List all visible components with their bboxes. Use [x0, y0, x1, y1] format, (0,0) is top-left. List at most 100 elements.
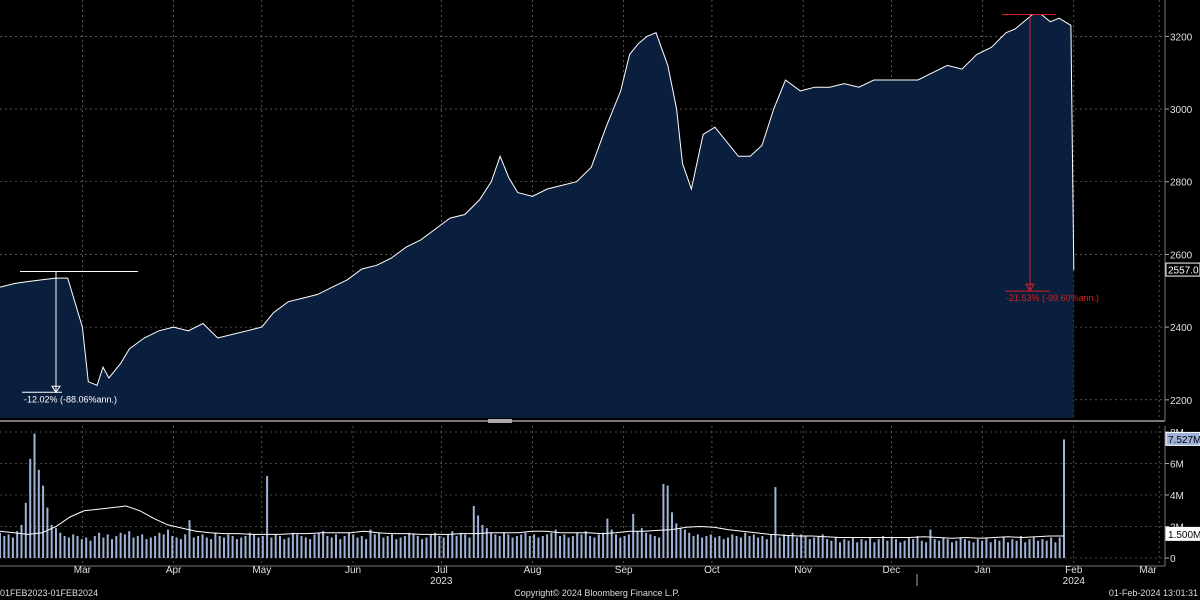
volume-bar	[795, 537, 798, 558]
price-y-axis: 2200 2400 2600 2800 3000 3200	[1164, 0, 1193, 421]
volume-bar	[356, 537, 359, 558]
volume-bar	[279, 536, 281, 558]
volume-bar	[783, 534, 785, 558]
volume-bar	[270, 537, 273, 558]
volume-bar	[744, 532, 747, 558]
volume-bar	[335, 534, 337, 558]
volume-bar	[55, 528, 57, 558]
volume-bar	[671, 512, 673, 558]
x-year-label: 2024	[1063, 576, 1086, 587]
volume-bar	[451, 531, 454, 558]
panel-divider-handle[interactable]	[488, 419, 512, 423]
volume-bar	[994, 539, 997, 558]
volume-bar	[563, 534, 566, 558]
volume-last-value-tag: 7.527M	[1165, 431, 1200, 446]
x-month-label: Apr	[166, 565, 182, 576]
volume-bar	[365, 539, 368, 558]
volume-bar	[610, 529, 613, 558]
drawdown-right-label: -21.53% (-99.60%ann.)	[1006, 293, 1099, 303]
volume-bar	[154, 536, 157, 558]
volume-bar	[907, 537, 910, 558]
volume-bar	[347, 532, 350, 558]
volume-bar	[653, 536, 656, 558]
volume-bar	[184, 534, 187, 558]
volume-bar	[520, 534, 523, 558]
volume-bar	[93, 536, 96, 558]
volume-bar	[533, 534, 536, 558]
volume-bar	[210, 539, 213, 558]
volume-bar	[80, 539, 83, 558]
volume-bar	[567, 537, 570, 558]
x-month-label: May	[252, 565, 271, 576]
volume-bar	[373, 534, 376, 558]
footer-copyright: Copyright© 2024 Bloomberg Finance L.P.	[514, 588, 680, 598]
volume-bar	[7, 534, 10, 558]
volume-bar	[632, 513, 635, 558]
volume-bar	[313, 534, 316, 558]
volume-bar	[158, 532, 161, 558]
volume-bar	[283, 539, 286, 558]
volume-bar	[412, 534, 415, 558]
volume-bar	[998, 540, 1001, 558]
x-month-label: Nov	[794, 565, 812, 576]
volume-bar	[942, 537, 945, 558]
footer-timestamp: 01-Feb-2024 13:01:31	[1109, 588, 1198, 598]
volume-bar	[912, 539, 915, 558]
x-month-label: Jan	[975, 565, 991, 576]
volume-bar	[468, 537, 471, 558]
volume-bar	[727, 537, 729, 558]
volume-bar	[300, 536, 303, 558]
volume-bar	[541, 536, 544, 558]
volume-bar	[692, 536, 695, 558]
volume-bar	[584, 531, 587, 558]
volume-bar	[50, 524, 53, 558]
volume-last-value-label: 7.527M	[1168, 435, 1200, 446]
volume-bar	[834, 537, 837, 558]
volume-bar	[1045, 540, 1048, 558]
x-month-label: Mar	[1139, 565, 1157, 576]
drawdown-right-arrow	[1025, 283, 1035, 293]
price-area-fill	[0, 14, 1074, 418]
volume-bar	[326, 536, 329, 558]
volume-bar	[490, 532, 493, 558]
volume-bar	[395, 539, 398, 558]
volume-bar	[235, 539, 238, 558]
volume-bar	[1041, 539, 1044, 558]
volume-bar	[593, 537, 596, 558]
volume-bar	[20, 524, 23, 558]
volume-bar	[778, 537, 781, 558]
volume-bar	[205, 537, 208, 558]
volume-bar	[46, 507, 49, 558]
volume-bar	[438, 536, 441, 558]
volume-bar	[645, 532, 648, 558]
volume-bar	[666, 485, 669, 558]
volume-bar	[623, 536, 626, 558]
volume-bar	[1011, 539, 1014, 558]
volume-bar	[696, 534, 699, 558]
volume-bar	[554, 529, 557, 558]
volume-bar	[688, 532, 691, 558]
volume-bar	[425, 537, 428, 558]
volume-bar	[257, 537, 260, 558]
volume-bar	[946, 539, 949, 558]
price-tick-label: 2200	[1170, 396, 1193, 407]
volume-bar	[59, 532, 62, 558]
volume-bar	[537, 537, 540, 558]
volume-bar	[864, 540, 867, 558]
volume-bar	[179, 539, 182, 558]
volume-bar	[895, 539, 897, 558]
volume-tick-label: 6M	[1170, 460, 1184, 471]
volume-bar	[951, 542, 953, 559]
volume-tick-label: 0	[1170, 554, 1176, 565]
volume-bar	[240, 537, 243, 558]
volume-bar	[597, 534, 600, 558]
price-last-value-tag: 2557.0	[1165, 262, 1200, 277]
volume-bar	[1028, 539, 1031, 558]
volume-bar	[261, 536, 264, 558]
volume-bar	[386, 536, 389, 558]
volume-bar	[860, 539, 863, 558]
volume-bar	[735, 536, 738, 558]
volume-bar	[627, 534, 630, 558]
volume-bar	[472, 506, 475, 558]
volume-bar	[360, 536, 363, 558]
